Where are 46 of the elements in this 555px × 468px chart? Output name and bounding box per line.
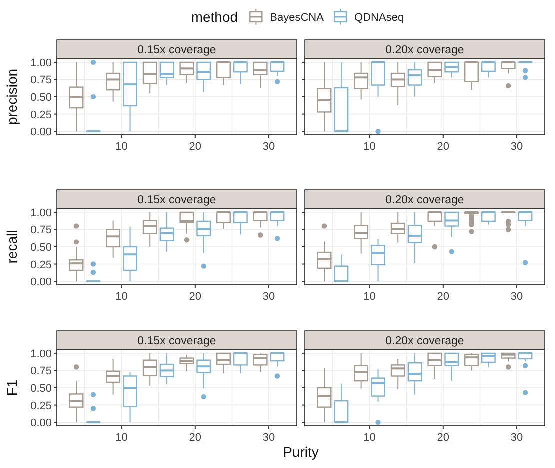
- x-tick-label: 10: [364, 291, 376, 303]
- x-axis-title: Purity: [283, 444, 319, 460]
- y-tick-label: 0.00: [30, 418, 52, 430]
- y-tick-label: 0.75: [30, 74, 52, 87]
- y-tick-label: 0.00: [30, 276, 52, 289]
- x-tick-label: 10: [364, 141, 376, 153]
- y-tick-label: 1.00: [30, 207, 52, 220]
- legend-title: method: [191, 9, 238, 25]
- y-tick-label: 0.50: [30, 383, 52, 395]
- legend-label: BayesCNA: [270, 12, 325, 24]
- x-tick-label: 20: [189, 291, 202, 303]
- y-axis-title: F1: [4, 380, 20, 396]
- x-tick-label: 20: [437, 141, 450, 153]
- x-tick-label: 30: [262, 432, 276, 444]
- y-tick-label: 0.75: [30, 366, 52, 378]
- x-tick-label: 20: [437, 432, 450, 444]
- chart-title: 0.15x coverage: [138, 194, 216, 206]
- x-tick-label: 10: [116, 432, 128, 444]
- x-tick-label: 10: [116, 291, 128, 303]
- y-tick-label: 1.00: [30, 348, 52, 360]
- chart-title: 0.20x coverage: [386, 44, 464, 56]
- y-tick-label: 0.25: [30, 109, 52, 122]
- x-tick-label: 30: [262, 291, 276, 303]
- y-tick-label: 0.00: [30, 126, 52, 139]
- y-tick-label: 0.25: [30, 259, 52, 272]
- x-tick-label: 20: [189, 141, 202, 153]
- y-axis-title: recall: [4, 230, 20, 264]
- y-tick-label: 0.25: [30, 400, 52, 412]
- x-tick-label: 30: [510, 291, 524, 303]
- x-tick-label: 10: [116, 141, 128, 153]
- legend-label: QDNAseq: [354, 12, 404, 24]
- y-tick-label: 0.50: [30, 92, 52, 104]
- x-tick-label: 20: [189, 432, 202, 444]
- y-axis-title: precision: [4, 68, 20, 126]
- x-tick-label: 30: [510, 141, 524, 153]
- chart-title: 0.20x coverage: [386, 336, 464, 348]
- x-tick-label: 20: [437, 291, 450, 303]
- x-tick-label: 30: [262, 141, 276, 153]
- x-tick-label: 10: [364, 432, 376, 444]
- chart-title: 0.15x coverage: [138, 44, 216, 56]
- y-tick-label: 1.00: [30, 57, 52, 70]
- y-tick-label: 0.75: [30, 224, 52, 237]
- y-tick-label: 0.50: [30, 242, 52, 254]
- chart-title: 0.20x coverage: [386, 194, 464, 206]
- x-tick-label: 30: [510, 432, 524, 444]
- chart-title: 0.15x coverage: [138, 336, 216, 348]
